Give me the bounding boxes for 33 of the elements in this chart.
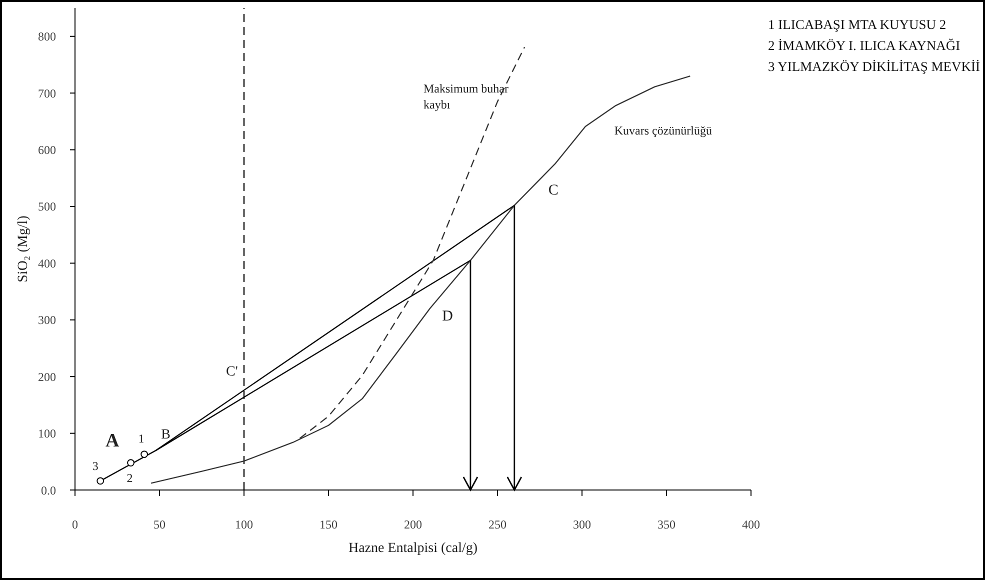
text: 2 İMAMKÖY I. ILICA KAYNAĞI (768, 37, 962, 55)
y-axis-title: SiO₂ (Mg/l) (16, 215, 31, 282)
text: 1 ILICABAŞI MTA KUYUSU 2 (768, 16, 948, 34)
annotation: C (548, 182, 558, 199)
y-tick-label: 200 (38, 370, 56, 384)
y-tick-label: 500 (38, 200, 56, 214)
annotation: 2 (126, 470, 133, 485)
x-tick-label: 0 (72, 518, 78, 532)
text: 3 YILMAZKÖY DİKİLİTAŞ MEVKİİ (768, 58, 980, 76)
y-tick-label: 300 (38, 313, 56, 328)
x-tick-label: 400 (742, 518, 760, 532)
x-tick-label: 150 (320, 518, 338, 532)
annotation: D (442, 309, 454, 326)
y-tick-label: 700 (38, 86, 56, 100)
x-tick-label: 300 (573, 518, 591, 532)
x-tick-label: 250 (488, 518, 506, 532)
x-tick-label: 200 (404, 518, 422, 532)
annotation: A (106, 430, 120, 452)
annotation: C' (226, 364, 238, 380)
annotation: Maksimum buhar kaybı (424, 81, 508, 112)
y-tick-label: 800 (38, 30, 56, 44)
x-tick-label: 100 (235, 518, 253, 532)
y-tick-label: 400 (38, 256, 56, 270)
y-tick-label: 0.0 (41, 483, 56, 498)
x-tick-label: 50 (154, 518, 166, 532)
y-tick-label: 600 (38, 143, 56, 158)
x-axis-title: Hazne Entalpisi (cal/g) (348, 541, 478, 556)
x-tick-label: 350 (658, 518, 676, 532)
annotation: 3 (92, 458, 98, 473)
annotation: Kuvars çözünürlüğü (614, 123, 712, 138)
annotation: B (161, 428, 170, 443)
annotation: 1 (138, 431, 144, 446)
y-tick-label: 100 (38, 426, 56, 441)
